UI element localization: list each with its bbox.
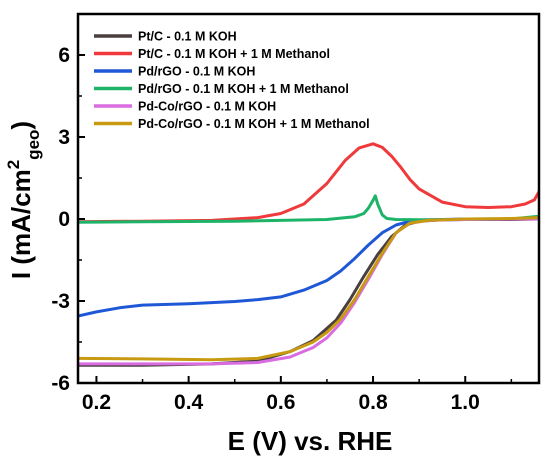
legend-label-2: Pd/rGO - 0.1 M KOH xyxy=(138,65,255,79)
series-layer xyxy=(78,142,539,367)
series-line-1 xyxy=(78,142,539,224)
x-axis: 0.2 0.4 0.6 0.8 1.0 xyxy=(82,376,513,414)
x-tick-label-1: 0.4 xyxy=(174,391,204,414)
plot-frame xyxy=(76,12,541,385)
y-axis-title-main: I (mA/cm xyxy=(6,169,36,279)
series-line-2 xyxy=(78,217,539,318)
legend-label-0: Pt/C - 0.1 M KOH xyxy=(138,30,237,44)
legend-label-3: Pd/rGO - 0.1 M KOH + 1 M Methanol xyxy=(138,82,349,96)
y-tick-label-3: 3 xyxy=(58,126,70,149)
y-tick-label-4: 6 xyxy=(58,44,70,67)
svg-text:I (mA/cm2geo): I (mA/cm2geo) xyxy=(4,121,43,279)
y-axis-title-close: ) xyxy=(6,121,36,130)
legend-label-4: Pd-Co/rGO - 0.1 M KOH xyxy=(138,100,276,114)
y-tick-label-2: 0 xyxy=(58,208,70,231)
x-tick-label-2: 0.6 xyxy=(266,391,295,414)
y-axis-title-sup: 2 xyxy=(4,160,23,169)
y-axis: -6 -3 0 3 6 xyxy=(51,44,85,395)
y-tick-label-0: -6 xyxy=(51,372,70,395)
x-axis-title: E (V) vs. RHE xyxy=(228,426,393,456)
x-tick-label-0: 0.2 xyxy=(82,391,111,414)
y-axis-title: I (mA/cm2geo) xyxy=(4,121,43,279)
x-tick-label-3: 0.8 xyxy=(358,391,388,414)
y-tick-label-1: -3 xyxy=(51,290,70,313)
legend: Pt/C - 0.1 M KOH Pt/C - 0.1 M KOH + 1 M M… xyxy=(94,30,370,131)
series-line-5 xyxy=(78,216,539,362)
legend-label-5: Pd-Co/rGO - 0.1 M KOH + 1 M Methanol xyxy=(138,117,370,131)
x-tick-label-4: 1.0 xyxy=(451,391,480,414)
legend-label-1: Pt/C - 0.1 M KOH + 1 M Methanol xyxy=(138,47,330,61)
y-axis-title-sub: geo xyxy=(24,130,43,160)
